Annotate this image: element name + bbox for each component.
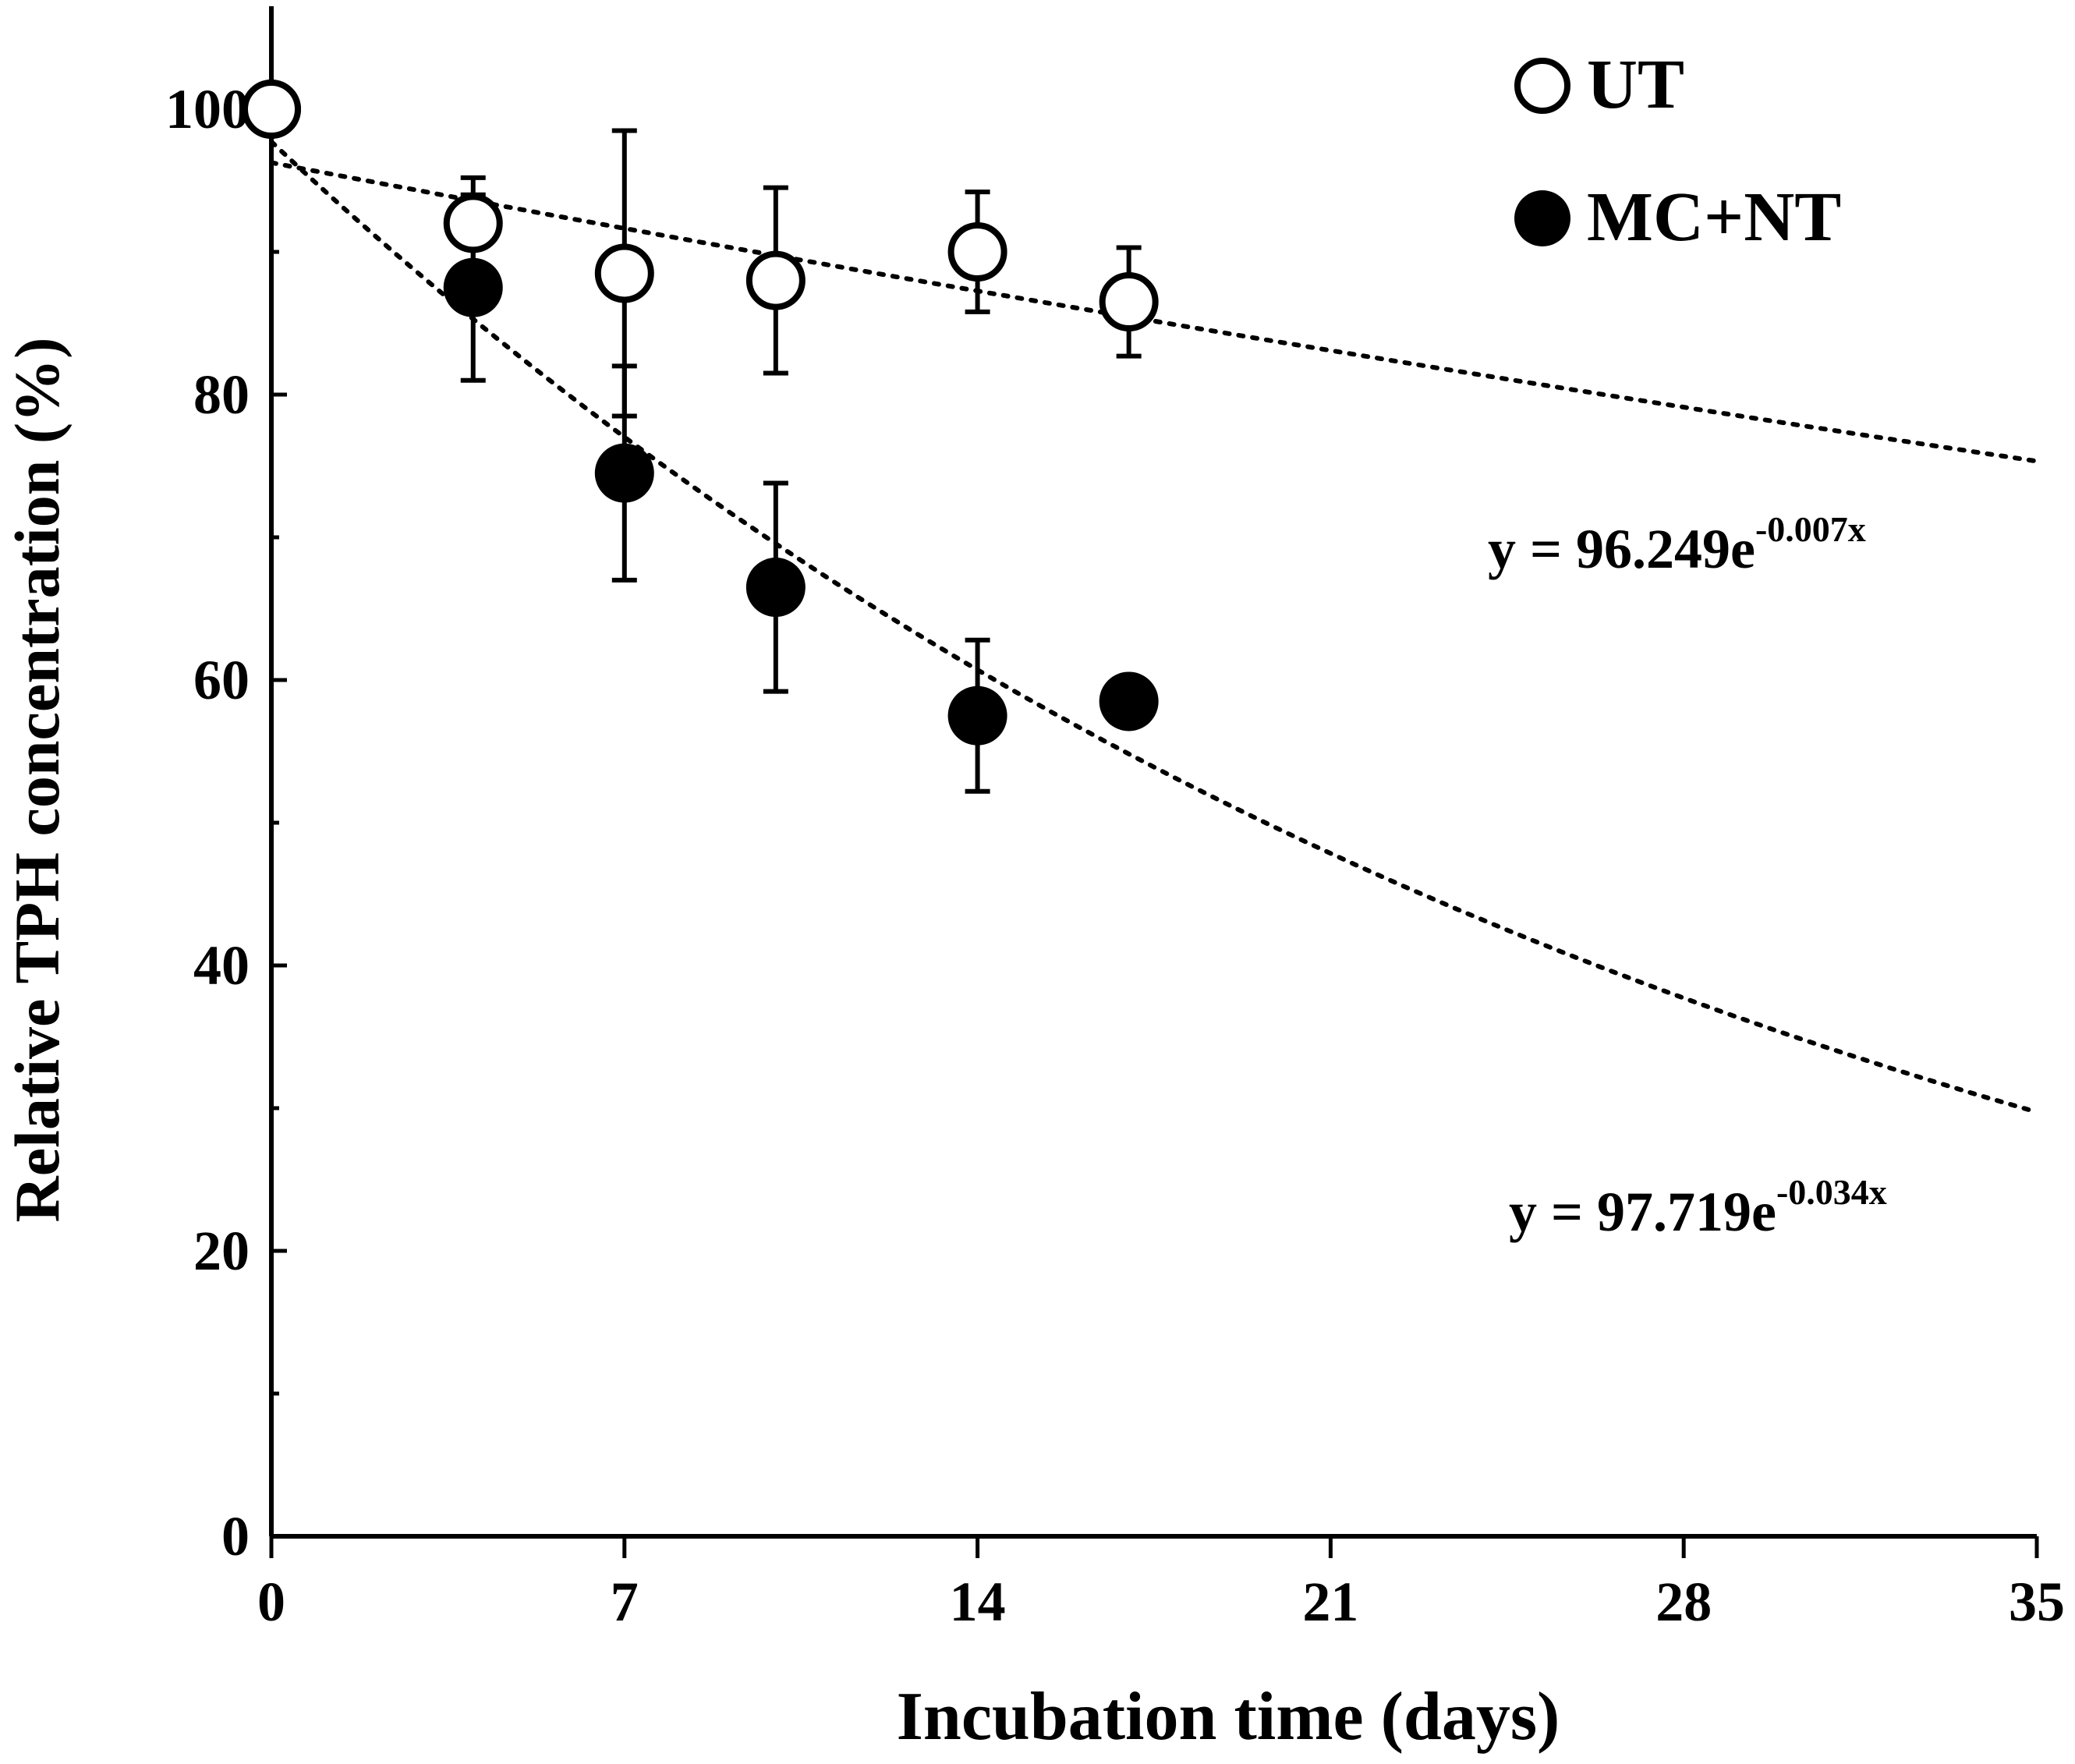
legend-label-mc-nt: MC+NT xyxy=(1587,179,1841,256)
y-tick-label: 0 xyxy=(221,1505,250,1567)
data-point-mc-nt xyxy=(443,257,503,317)
legend-marker-ut xyxy=(1514,58,1570,114)
y-tick-label: 40 xyxy=(193,934,250,997)
data-point-ut xyxy=(242,80,301,139)
y-tick-label: 20 xyxy=(193,1220,250,1282)
x-axis-label: Incubation time (days) xyxy=(897,1679,1560,1755)
legend-label-ut: UT xyxy=(1587,46,1684,123)
y-tick-label: 100 xyxy=(165,78,250,140)
trend-equation-ut-exponent: -0.007x xyxy=(1755,509,1866,549)
data-point-ut xyxy=(947,222,1007,282)
data-point-ut xyxy=(443,193,503,253)
trend-equation-mc-nt-exponent: -0.034x xyxy=(1776,1172,1887,1212)
y-axis-label: Relative TPH concentration (%) xyxy=(2,338,73,1223)
data-point-ut xyxy=(1099,272,1159,332)
trend-equation-ut-base: y = 96.249e xyxy=(1488,518,1755,580)
trend-equation-mc-nt: y = 97.719e-0.034x xyxy=(1509,1172,1887,1243)
trend-equation-ut: y = 96.249e-0.007x xyxy=(1488,509,1866,580)
x-tick-label: 14 xyxy=(950,1571,1006,1633)
trendline-mc-nt xyxy=(269,139,2039,1114)
x-tick-label: 7 xyxy=(611,1571,639,1633)
trendlines-layer xyxy=(269,139,2039,1114)
data-point-ut xyxy=(594,243,654,303)
x-tick-label: 0 xyxy=(257,1571,285,1633)
x-tick-label: 35 xyxy=(2009,1571,2065,1633)
x-tick-label: 28 xyxy=(1655,1571,1712,1633)
data-points-layer xyxy=(242,80,1159,746)
data-point-mc-nt xyxy=(745,558,806,618)
x-tick-label: 21 xyxy=(1302,1571,1358,1633)
trend-equation-mc-nt-base: y = 97.719e xyxy=(1509,1181,1776,1243)
data-point-mc-nt xyxy=(594,443,654,503)
y-tick-label: 80 xyxy=(193,363,250,426)
trendline-ut xyxy=(269,160,2039,464)
error-bars-layer xyxy=(460,128,1142,794)
data-point-mc-nt xyxy=(1099,671,1159,731)
axes-layer: 0 20 40 60 80 100 0 7 14 21 28 35 xyxy=(165,6,2065,1633)
y-tick-label: 60 xyxy=(193,649,250,711)
data-point-mc-nt xyxy=(947,685,1007,746)
legend: UT MC+NT xyxy=(1514,46,1841,256)
legend-marker-mc-nt xyxy=(1514,190,1570,246)
data-point-ut xyxy=(745,250,806,310)
